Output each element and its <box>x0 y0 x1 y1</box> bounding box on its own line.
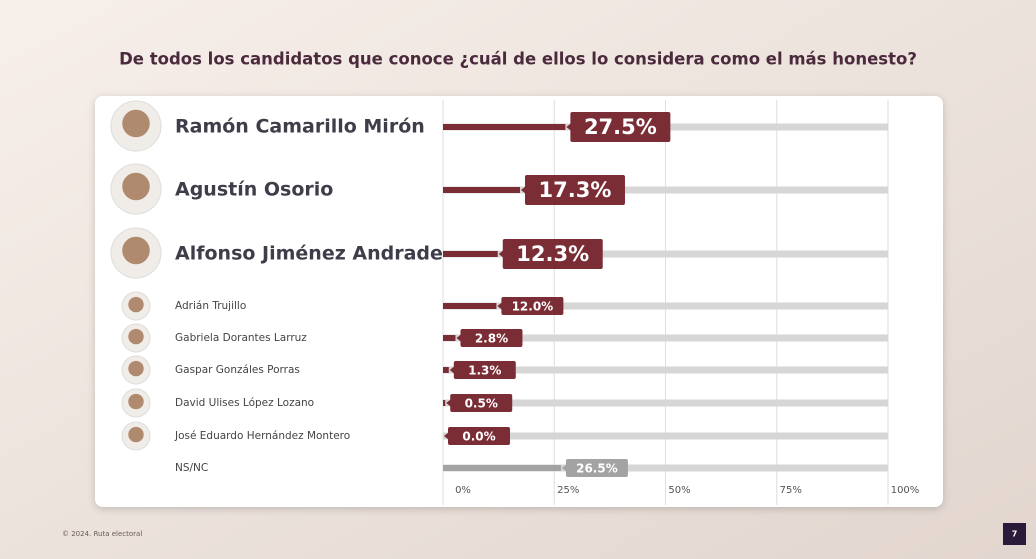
candidate-name: Ramón Camarillo Mirón <box>175 116 425 138</box>
bar-track <box>443 334 888 342</box>
bar <box>443 303 497 309</box>
bar-track <box>443 302 888 310</box>
label-pointer <box>498 250 504 258</box>
x-tick-label: 0% <box>455 485 471 496</box>
value-label: 2.8% <box>475 332 508 346</box>
label-pointer <box>566 123 572 131</box>
label-box <box>448 427 510 445</box>
bar-track <box>443 464 888 472</box>
value-label: 0.5% <box>465 397 498 411</box>
x-tick-label: 25% <box>557 485 579 496</box>
bar <box>443 187 520 193</box>
label-pointer <box>520 186 526 194</box>
label-box <box>501 297 564 315</box>
candidate-name: José Eduardo Hernández Montero <box>174 430 350 442</box>
avatar-face <box>128 426 144 443</box>
candidate-name: Agustín Osorio <box>175 179 333 201</box>
value-label: 26.5% <box>576 462 618 476</box>
bar-track <box>443 366 888 374</box>
avatar-face <box>128 328 144 345</box>
bar-track <box>443 250 888 258</box>
candidate-name: David Ulises López Lozano <box>175 397 314 409</box>
label-box <box>450 394 513 412</box>
label-box <box>524 175 625 205</box>
label-pointer <box>456 334 462 342</box>
x-tick-label: 100% <box>891 485 920 496</box>
label-box <box>565 459 628 477</box>
x-tick-label: 75% <box>780 485 802 496</box>
value-label: 27.5% <box>584 115 657 139</box>
x-tick-label: 50% <box>668 485 690 496</box>
copyright: © 2024. Ruta electoral <box>62 530 142 538</box>
avatar-face <box>122 109 150 138</box>
label-pointer <box>561 464 567 472</box>
chart-title: De todos los candidatos que conoce ¿cuál… <box>119 50 917 69</box>
value-label: 1.3% <box>468 364 501 378</box>
value-label: 17.3% <box>539 178 612 202</box>
page-box <box>1003 523 1026 545</box>
bar <box>443 124 566 130</box>
label-box <box>502 239 603 269</box>
avatar-face <box>122 172 150 201</box>
candidate-name: Adrián Trujillo <box>175 300 246 312</box>
bar <box>443 335 456 341</box>
bar <box>443 367 449 373</box>
bar-track <box>443 432 888 440</box>
label-box <box>570 112 671 142</box>
bar-track <box>443 186 888 194</box>
label-box <box>460 329 523 347</box>
candidate-name: Alfonso Jiménez Andrade <box>175 243 443 265</box>
label-pointer <box>446 399 452 407</box>
avatar-face <box>128 360 144 377</box>
bar <box>443 465 561 471</box>
page-number: 7 <box>1012 530 1018 539</box>
candidate-name: NS/NC <box>175 462 208 474</box>
label-pointer <box>497 302 503 310</box>
label-pointer <box>444 432 449 440</box>
avatar-face <box>128 393 144 410</box>
label-box <box>453 361 516 379</box>
candidate-name: Gaspar Gonzáles Porras <box>175 364 300 376</box>
bar-track <box>443 399 888 407</box>
bar <box>443 400 446 406</box>
value-label: 12.3% <box>516 242 589 266</box>
label-pointer <box>449 366 455 374</box>
value-label: 0.0% <box>462 430 495 444</box>
bar <box>443 251 498 257</box>
avatar-face <box>122 236 150 265</box>
avatar-face <box>128 296 144 313</box>
candidate-name: Gabriela Dorantes Larruz <box>175 332 307 344</box>
value-label: 12.0% <box>512 300 554 314</box>
